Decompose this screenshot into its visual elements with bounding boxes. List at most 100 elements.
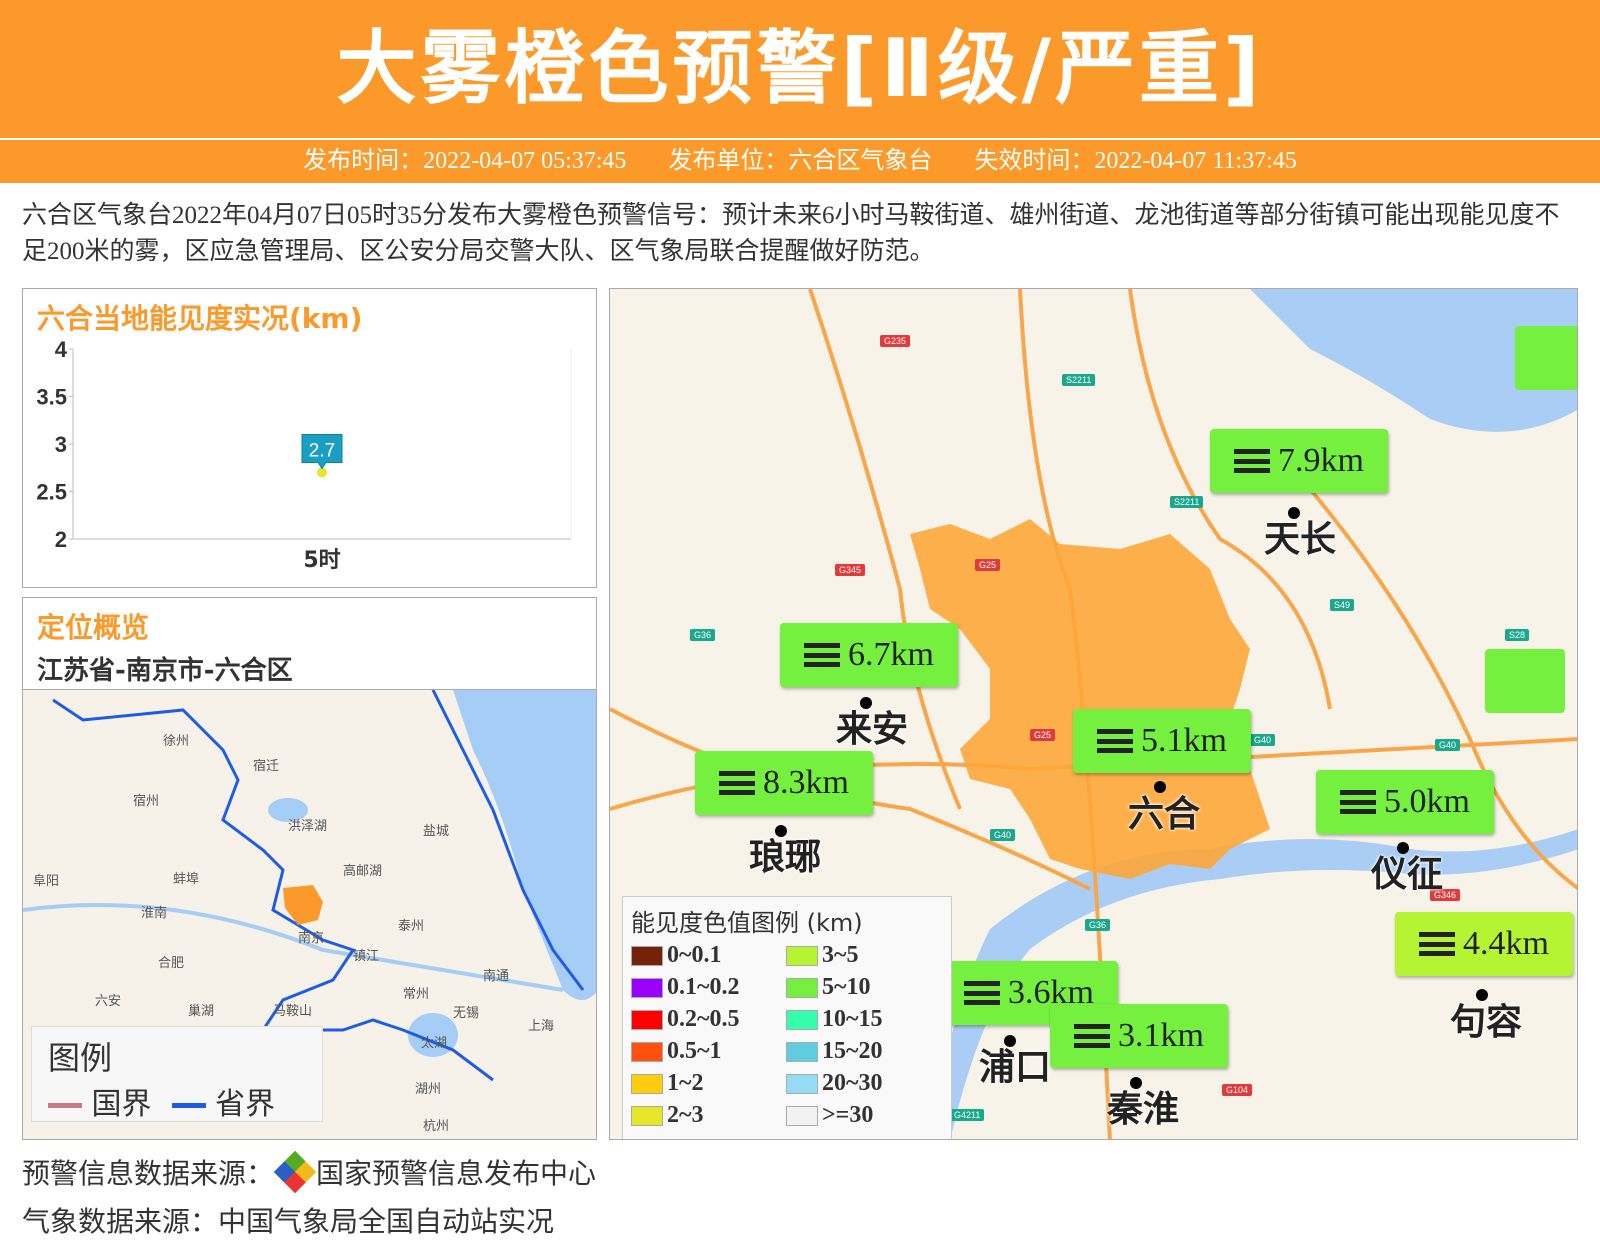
visibility-map[interactable]: G235 S2211 S2211 G345 G25 G36 S49 S28 G40 G40 G40 G… <box>609 288 1578 1140</box>
station-name: 句容 <box>1450 1002 1523 1043</box>
station-dot[interactable] <box>1288 507 1300 519</box>
visibility-chart-panel: 六合当地能见度实况(km) 4 3.5 3 2.5 2 5时 2.7 <box>22 288 597 588</box>
city-label: 杭州 <box>423 1119 450 1134</box>
road-label: S28 <box>1505 629 1530 641</box>
city-label: 淮南 <box>141 906 168 921</box>
road-label: G36 <box>690 629 716 641</box>
menu-icon <box>1074 1024 1110 1048</box>
city-label: 泰州 <box>398 919 425 934</box>
menu-icon <box>1419 932 1455 956</box>
visibility-legend: 能见度色值图例 (km) 0~0.1 3~5 0.1~0.2 5~10 0.2~0.5 1… <box>622 896 952 1139</box>
city-label: 无锡 <box>453 1006 480 1021</box>
legend-item: 0~0.1 <box>631 942 786 969</box>
legend-item: >=30 <box>786 1102 941 1129</box>
visibility-label-0[interactable]: 7.9km <box>1210 429 1388 493</box>
road-label: G4211 <box>950 1109 985 1121</box>
warning-center-logo-icon <box>273 1150 317 1194</box>
legend-swatch <box>786 1105 818 1126</box>
y-tick-label: 3.5 <box>36 385 67 410</box>
legend-label: 10~15 <box>822 1006 883 1032</box>
visibility-value: 6.7km <box>848 636 934 673</box>
warning-title: 大雾橙色预警[Ⅱ级/严重] <box>0 0 1600 138</box>
data-label: 2.7 <box>309 441 335 462</box>
legend-label: 0~0.1 <box>667 942 722 968</box>
legend-swatch <box>786 1041 818 1062</box>
legend-swatch <box>631 977 663 998</box>
legend-item: 1~2 <box>631 1070 786 1097</box>
legend-label: 0.2~0.5 <box>667 1006 740 1032</box>
offscreen-visibility-label[interactable] <box>1485 649 1565 713</box>
y-tick-label: 4 <box>55 337 68 362</box>
station-name: 琅琊 <box>749 837 822 878</box>
city-label: 南京 <box>298 931 325 946</box>
legend-swatch <box>631 1041 663 1062</box>
city-label: 太湖 <box>421 1036 448 1051</box>
visibility-label-7[interactable]: 3.1km <box>1050 1004 1228 1068</box>
visibility-value: 5.0km <box>1384 783 1470 820</box>
road-label: G104 <box>1222 1084 1253 1096</box>
legend-item: 15~20 <box>786 1038 941 1065</box>
y-tick-label: 3 <box>55 432 67 457</box>
road-label: S2211 <box>1062 374 1096 386</box>
road-label: G346 <box>1430 889 1461 901</box>
station-dot[interactable] <box>1154 781 1166 793</box>
overview-map-shapes <box>23 690 596 1082</box>
legend-item: 0.1~0.2 <box>631 974 786 1001</box>
road-label: G235 <box>880 335 911 347</box>
road-label: G40 <box>990 829 1016 841</box>
station-dot[interactable] <box>1397 842 1409 854</box>
visibility-label-2[interactable]: 5.1km <box>1073 709 1251 773</box>
road-label: S2211 <box>1170 496 1204 508</box>
x-tick-label: 5时 <box>303 548 340 573</box>
legend-item: 3~5 <box>786 942 941 969</box>
y-tick-label: 2 <box>55 527 67 552</box>
province-border <box>52 698 494 1082</box>
visibility-value: 3.1km <box>1118 1017 1204 1054</box>
visibility-chart: 4 3.5 3 2.5 2 5时 2.7 <box>36 337 572 573</box>
legend-swatch <box>786 1073 818 1094</box>
overview-map[interactable]: 宿迁 宿州 徐州 洪泽湖 盐城 蚌埠 淮南 高邮湖 泰州 南京 镇江 合肥 常州 南通 六安 巢湖 马鞍山 无锡太… <box>23 690 596 1139</box>
visibility-label-1[interactable]: 6.7km <box>780 623 958 687</box>
visibility-value: 8.3km <box>763 764 849 801</box>
legend-item: 0.2~0.5 <box>631 1006 786 1033</box>
location-path: 江苏省-南京市-六合区 <box>37 656 293 686</box>
visibility-label-6[interactable]: 3.6km <box>940 961 1118 1025</box>
warning-description: 六合区气象台2022年04月07日05时35分发布大雾橙色预警信号：预计未来6小… <box>22 202 1560 265</box>
weather-source: 气象数据来源：中国气象局全国自动站实况 <box>22 1205 555 1238</box>
sea <box>453 690 596 1000</box>
city-label: 盐城 <box>423 824 450 839</box>
offscreen-visibility-label[interactable] <box>1515 326 1577 390</box>
road-label: G36 <box>1085 919 1111 931</box>
lake-hongze <box>268 798 308 822</box>
city-label: 宿州 <box>133 794 160 809</box>
legend-item: 5~10 <box>786 974 941 1001</box>
city-label: 阜阳 <box>33 874 60 889</box>
city-label: 洪泽湖 <box>288 819 328 834</box>
city-label: 镇江 <box>353 949 380 964</box>
chart-title: 六合当地能见度实况(km) <box>37 302 363 335</box>
city-label: 湖州 <box>415 1082 442 1097</box>
legend-label: 2~3 <box>667 1102 704 1128</box>
station-dot[interactable] <box>1130 1077 1142 1089</box>
station-dot[interactable] <box>1004 1035 1016 1047</box>
legend-national-border: 国界 <box>48 1079 152 1123</box>
station-dot[interactable] <box>1476 989 1488 1001</box>
station-dot[interactable] <box>775 825 787 837</box>
station-dot[interactable] <box>860 697 872 709</box>
legend-item: 20~30 <box>786 1070 941 1097</box>
city-label: 上海 <box>528 1019 555 1034</box>
road-label: G40 <box>1435 739 1461 751</box>
data-label-box <box>301 434 343 470</box>
station-name: 浦口 <box>979 1047 1052 1088</box>
legend-item: 10~15 <box>786 1006 941 1033</box>
legend-label: 20~30 <box>822 1070 883 1096</box>
menu-icon <box>804 643 840 667</box>
visibility-label-5[interactable]: 4.4km <box>1395 912 1573 976</box>
visibility-value: 7.9km <box>1278 442 1364 479</box>
menu-icon <box>719 771 755 795</box>
road-label: G345 <box>835 564 866 576</box>
legend-title: 能见度色值图例 (km) <box>631 909 863 937</box>
visibility-label-3[interactable]: 8.3km <box>695 751 873 815</box>
visibility-label-4[interactable]: 5.0km <box>1316 770 1494 834</box>
city-label: 蚌埠 <box>173 872 200 887</box>
